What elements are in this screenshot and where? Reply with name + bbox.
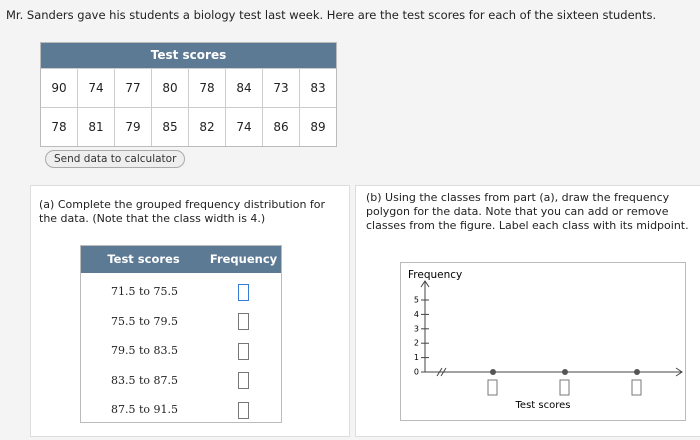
frequency-table-header: Test scores Frequency [81,246,281,273]
score-cell: 85 [151,108,188,146]
score-cell: 74 [225,108,262,146]
frequency-input[interactable] [238,401,249,419]
intro-text: Mr. Sanders gave his students a biology … [6,8,657,22]
y-axis-label: Frequency [408,269,462,281]
class-point[interactable] [634,369,640,375]
score-cell: 83 [299,69,336,107]
y-tick-label: 1 [414,353,419,362]
frequency-row: 83.5 to 87.5 [81,366,281,396]
part-b-prompt: (b) Using the classes from part (a), dra… [366,191,689,232]
frequency-row: 87.5 to 91.5 [81,395,281,425]
frequency-cell [206,336,281,366]
score-cell: 77 [114,69,151,107]
class-label: 75.5 to 79.5 [111,314,179,328]
axis-break [436,367,447,377]
graph-frame [400,262,686,421]
send-button[interactable]: Send data to calculator [45,150,186,168]
y-tick-label: 3 [414,324,419,333]
x-axis-label: Test scores [515,400,571,411]
frequency-table: Test scores Frequency 71.5 to 75.5 75.5 t… [80,245,282,423]
x-arrow [675,367,683,377]
frequency-row: 75.5 to 79.5 [81,307,281,337]
y-tick-label: 5 [414,296,419,305]
part-a-prompt: (a) Complete the grouped frequency distr… [39,198,326,225]
score-cell: 86 [262,108,299,146]
y-tick-label: 4 [414,310,419,319]
scores-table-title: Test scores [41,43,336,68]
score-cell: 81 [77,108,114,146]
frequency-cell [206,366,281,396]
midpoint-input[interactable] [559,379,570,396]
frequency-row: 71.5 to 75.5 [81,277,281,307]
frequency-input[interactable] [238,313,249,330]
scores-row: 90 74 77 80 78 84 73 83 [41,68,336,107]
class-point[interactable] [562,369,568,375]
score-cell: 78 [51,120,67,134]
score-cell: 73 [262,69,299,107]
class-label: 71.5 to 75.5 [111,285,179,298]
class-label: 79.5 to 83.5 [111,344,179,357]
score-cell: 74 [77,69,114,107]
frequency-cell [206,395,281,425]
frequency-cell [206,307,281,337]
class-point[interactable] [490,369,496,375]
frequency-row: 79.5 to 83.5 [81,336,281,366]
score-cell: 84 [225,69,262,107]
class-label: 87.5 to 91.5 [111,403,179,416]
score-cell: 82 [188,108,225,146]
polygon-graph: Frequency Test scores 0 1 2 3 4 5 [400,262,686,421]
midpoint-input[interactable] [487,379,498,396]
header-cell: Test scores [107,252,180,266]
score-cell: 78 [188,69,225,107]
score-cell: 80 [151,69,188,107]
y-arrow [420,280,430,288]
midpoint-input[interactable] [631,379,642,396]
score-cell: 89 [299,108,336,146]
score-cell: 79 [114,108,151,146]
y-tick-label: 2 [414,339,419,348]
scores-row: 78 81 79 85 82 74 86 89 [41,107,336,146]
scores-table: Test scores 90 74 77 80 78 84 73 83 78 81 79 85 82 74… [40,42,337,147]
frequency-input[interactable] [238,372,249,389]
class-label: 83.5 to 87.5 [111,373,179,387]
header-cell: Frequency [209,252,278,266]
frequency-cell [206,277,281,307]
score-cell: 90 [51,81,67,95]
y-tick-label: 0 [414,368,419,377]
frequency-input[interactable] [238,283,249,301]
frequency-input[interactable] [238,342,249,360]
